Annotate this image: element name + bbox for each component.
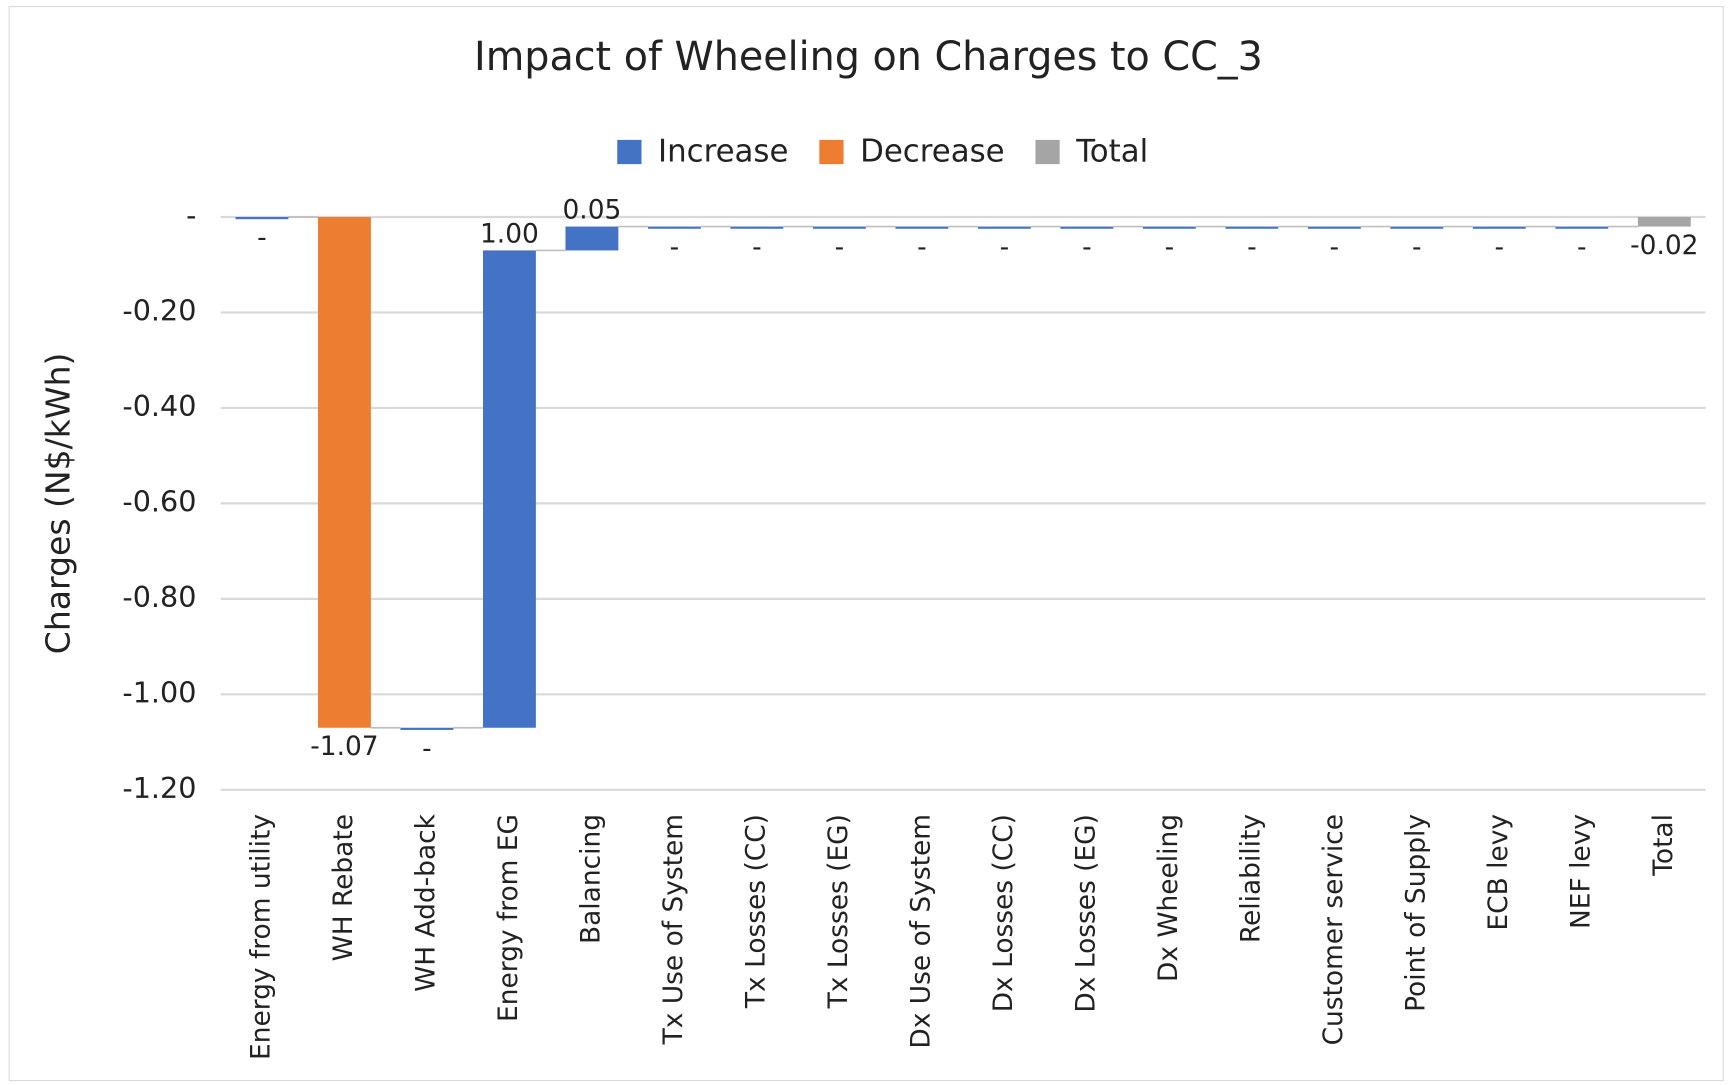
bar	[1307, 226, 1361, 229]
bar	[1060, 226, 1114, 229]
legend-label: Increase	[658, 134, 788, 170]
y-tick-label: -	[186, 198, 196, 232]
y-tick-label: -0.40	[122, 389, 196, 423]
data-label: -	[1165, 232, 1175, 263]
legend-swatch	[617, 139, 642, 165]
bar	[565, 226, 619, 251]
x-tick-label: Energy from EG	[493, 814, 524, 1022]
x-tick-label: Dx Losses (CC)	[988, 814, 1019, 1012]
x-tick-label: Dx Wheeling	[1153, 814, 1184, 982]
data-label: -	[257, 223, 267, 254]
data-label: -	[1495, 232, 1505, 263]
data-label: -	[917, 232, 927, 263]
x-tick-label: WH Add-back	[410, 813, 441, 992]
y-tick-label: -0.80	[122, 580, 196, 614]
bar	[482, 250, 536, 728]
chart-title: Impact of Wheeling on Charges to CC_3	[474, 34, 1263, 80]
x-tick-label: NEF levy	[1565, 814, 1596, 929]
bar	[1472, 226, 1526, 229]
data-label: -	[1000, 232, 1010, 263]
x-tick-label: Total	[1648, 814, 1679, 877]
bar	[1225, 226, 1279, 229]
data-label: -	[1082, 232, 1092, 263]
data-label: -1.07	[310, 731, 378, 762]
x-tick-label: WH Rebate	[328, 814, 359, 961]
x-tick-label: Tx Losses (EG)	[823, 814, 854, 1009]
data-label: -	[1577, 232, 1587, 263]
chart-frame	[8, 6, 1724, 1082]
bar	[812, 226, 866, 229]
bar	[235, 217, 289, 220]
bar	[318, 217, 371, 728]
bar	[1390, 226, 1444, 229]
data-label: -	[422, 733, 432, 764]
bar	[647, 226, 701, 229]
x-tick-label: Customer service	[1318, 814, 1349, 1045]
bar	[730, 226, 784, 229]
x-tick-label: Point of Supply	[1400, 814, 1431, 1012]
data-label: -	[752, 232, 762, 263]
bar	[977, 226, 1031, 229]
x-tick-label: Dx Use of System	[905, 814, 936, 1049]
x-tick-label: Tx Use of System	[658, 814, 689, 1045]
x-tick-label: Balancing	[575, 814, 606, 944]
y-tick-label: -1.20	[122, 771, 196, 805]
legend-label: Total	[1075, 134, 1148, 170]
legend-swatch	[1035, 139, 1060, 165]
data-label: -	[1330, 232, 1340, 263]
bar	[1555, 226, 1609, 229]
y-tick-label: -0.20	[122, 293, 196, 327]
x-tick-label: Reliability	[1235, 814, 1266, 943]
legend-swatch	[819, 139, 844, 165]
x-tick-label: Dx Losses (EG)	[1070, 814, 1101, 1013]
bar	[1637, 217, 1691, 227]
y-tick-label: -0.60	[122, 484, 196, 518]
bar	[1142, 226, 1196, 229]
data-label: -0.02	[1630, 230, 1698, 261]
legend-label: Decrease	[860, 134, 1005, 170]
bar	[400, 727, 454, 730]
data-label: -	[670, 232, 680, 263]
data-label: 0.05	[563, 195, 622, 226]
x-tick-label: ECB levy	[1483, 814, 1514, 931]
data-label: 1.00	[480, 218, 539, 249]
data-label: -	[835, 232, 845, 263]
data-label: -	[1247, 232, 1257, 263]
bar	[895, 226, 949, 229]
x-tick-label: Energy from utility	[245, 814, 276, 1060]
y-axis-title: Charges (N$/kWh)	[38, 353, 77, 655]
y-tick-label: -1.00	[122, 675, 196, 709]
data-label: -	[1412, 232, 1422, 263]
x-tick-label: Tx Losses (CC)	[740, 814, 771, 1009]
